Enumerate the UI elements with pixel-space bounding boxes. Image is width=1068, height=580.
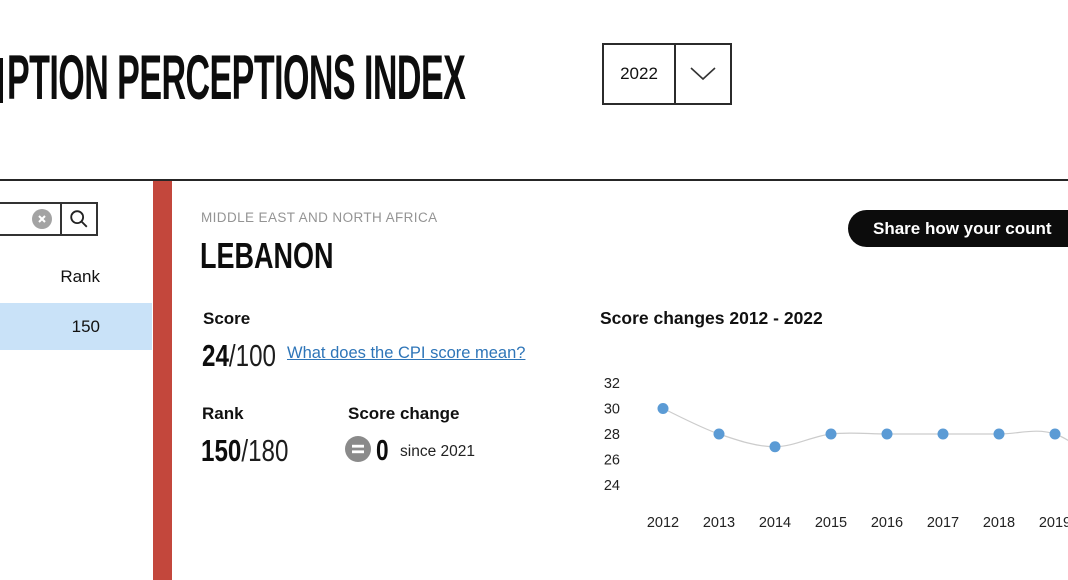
x-tick-label: 2016 bbox=[871, 515, 903, 531]
data-point[interactable] bbox=[1049, 428, 1061, 440]
score-changes-chart: 32 30 28 26 24 2012 2013 2014 2015 2016 2017 2018 20… bbox=[590, 362, 1068, 540]
chart-title: Score changes 2012 - 2022 bbox=[600, 308, 823, 328]
search-icon bbox=[68, 208, 90, 230]
score-number: 24 bbox=[202, 338, 229, 373]
rank-denominator: /180 bbox=[241, 433, 289, 468]
score-value: 24/100 bbox=[202, 340, 276, 371]
score-change-period: since 2021 bbox=[400, 443, 475, 460]
data-point[interactable] bbox=[769, 441, 781, 453]
cpi-score-link[interactable]: What does the CPI score mean? bbox=[287, 344, 526, 362]
page-title: PTION PERCEPTIONS INDEX bbox=[7, 43, 466, 113]
score-label: Score bbox=[203, 309, 251, 328]
y-tick-label: 28 bbox=[604, 427, 620, 443]
search-input[interactable] bbox=[0, 204, 32, 234]
data-point[interactable] bbox=[881, 428, 893, 440]
clear-search-button[interactable] bbox=[32, 209, 52, 229]
country-title: LEBANON bbox=[200, 235, 334, 276]
x-tick-label: 2019 bbox=[1039, 515, 1068, 531]
data-point[interactable] bbox=[993, 428, 1005, 440]
chevron-down-icon bbox=[674, 45, 730, 103]
search-button[interactable] bbox=[60, 204, 96, 234]
search-box bbox=[0, 202, 98, 236]
share-button[interactable]: Share how your count bbox=[848, 210, 1068, 247]
equals-circle-icon bbox=[345, 436, 371, 462]
score-denominator: /100 bbox=[228, 338, 276, 373]
data-point[interactable] bbox=[657, 403, 669, 414]
data-point[interactable] bbox=[713, 428, 725, 440]
y-tick-label: 30 bbox=[604, 402, 620, 418]
header-divider bbox=[0, 179, 1068, 181]
x-tick-label: 2017 bbox=[927, 515, 959, 531]
rank-value: 150/180 bbox=[201, 435, 288, 466]
x-tick-label: 2014 bbox=[759, 515, 791, 531]
y-tick-label: 24 bbox=[604, 478, 620, 494]
selected-country-row[interactable]: 150 bbox=[0, 303, 152, 350]
data-point[interactable] bbox=[825, 428, 837, 440]
clipped-letter-fragment bbox=[0, 58, 3, 103]
y-tick-label: 26 bbox=[604, 453, 620, 469]
y-tick-label: 32 bbox=[604, 376, 620, 392]
score-change-value: 0 bbox=[376, 435, 389, 467]
x-tick-label: 2012 bbox=[647, 515, 679, 531]
score-change-label: Score change bbox=[348, 404, 460, 423]
x-tick-label: 2018 bbox=[983, 515, 1015, 531]
rank-column-header: Rank bbox=[60, 267, 100, 286]
rank-cell: 150 bbox=[71, 317, 100, 336]
x-tick-label: 2013 bbox=[703, 515, 735, 531]
year-dropdown-value: 2022 bbox=[620, 64, 658, 83]
rank-number: 150 bbox=[201, 433, 242, 468]
trend-line bbox=[662, 407, 1068, 448]
rank-label: Rank bbox=[202, 404, 244, 423]
x-tick-label: 2015 bbox=[815, 515, 847, 531]
region-label: MIDDLE EAST AND NORTH AFRICA bbox=[201, 210, 438, 225]
red-accent-bar bbox=[153, 181, 172, 580]
data-point[interactable] bbox=[937, 428, 949, 440]
year-dropdown[interactable]: 2022 bbox=[602, 43, 732, 105]
circle-x-icon bbox=[37, 214, 47, 224]
